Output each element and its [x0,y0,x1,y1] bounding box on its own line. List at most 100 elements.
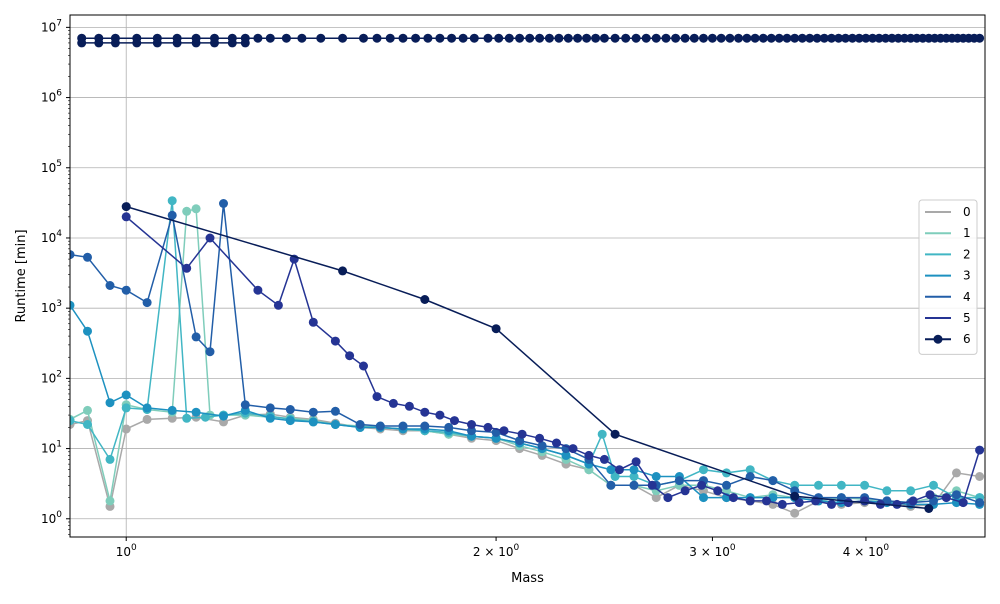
data-point [766,33,776,43]
data-point [812,33,822,43]
data-point [568,444,578,454]
data-point [742,33,752,43]
data-point [860,496,870,506]
data-point [253,285,263,295]
data-point [584,450,594,460]
y-tick-label-base: 10 [41,512,56,526]
y-tick-label: 100 [41,510,62,526]
data-point [790,491,800,501]
data-point [494,33,504,43]
data-point [191,204,201,214]
data-point [105,281,115,290]
data-point [491,324,501,334]
data-point [599,454,609,464]
series-extra-7 [77,33,985,43]
series-layer [70,33,985,518]
data-point [606,465,616,475]
data-point [450,416,459,426]
data-point [411,33,421,43]
data-point [854,33,864,43]
data-point [952,490,961,500]
data-point [621,33,631,43]
y-tick-label-base: 10 [41,20,56,34]
y-tick-label-base: 10 [41,371,56,385]
x-tick-label-exponent: 0 [514,543,520,553]
data-point [182,413,192,423]
data-point [359,361,368,371]
data-point [83,326,92,336]
y-tick-label-base: 10 [41,442,56,456]
data-point [330,420,340,429]
series-5 [121,212,985,509]
x-tick-label-base: 10 [715,545,730,559]
data-point [689,33,699,43]
data-point [707,33,717,43]
data-point [847,33,857,43]
data-point [142,403,152,413]
y-tick-label-exponent: 6 [56,89,62,99]
data-point [142,414,152,424]
data-point [191,407,201,417]
data-point [499,426,509,436]
data-point [797,33,807,43]
x-tick-label-base: 10 [116,545,131,559]
data-point [121,390,131,400]
data-point [458,33,468,43]
data-point [167,210,177,220]
data-point [435,410,445,420]
data-point [467,420,476,429]
y-tick-label-exponent: 2 [56,369,62,379]
data-point [699,465,708,475]
legend-entry: 5 [925,311,971,325]
data-point [814,480,823,490]
data-point [77,38,87,48]
x-tick-label-coefficient: 3 [689,545,697,559]
data-point [929,480,938,490]
y-tick-label: 101 [41,440,62,456]
data-point [554,33,564,43]
data-point [535,433,545,443]
data-point [834,33,844,43]
data-point [420,295,430,304]
data-point [447,33,457,43]
data-point [504,33,514,43]
legend-entry: 6 [925,332,971,346]
x-tick-label-coefficient: 4 [843,545,851,559]
data-point [794,498,804,508]
series-extra-8 [77,38,250,48]
y-tick-label-exponent: 7 [56,18,62,28]
data-point [758,33,768,43]
data-point [240,400,250,410]
data-point [745,465,755,475]
data-point [697,480,707,490]
data-point [355,420,365,429]
legend-entry: 2 [925,247,971,261]
legend-label: 6 [963,332,971,346]
data-point [975,498,985,508]
data-point [404,401,414,411]
data-point [121,212,131,222]
data-point [900,33,909,43]
data-point [191,332,201,342]
data-point [641,33,651,43]
data-point [860,480,870,490]
data-point [388,398,398,408]
y-axis-label: Runtime [min] [14,229,29,322]
x-tick-label-times: × [697,545,715,559]
data-point [908,496,918,506]
legend-entry: 0 [925,205,971,219]
data-point [762,496,771,506]
data-point [631,33,641,43]
data-point [631,457,641,467]
data-point [745,496,755,506]
data-point [83,405,92,415]
data-point [265,413,275,423]
legend-label: 2 [963,247,971,261]
data-point [423,33,433,43]
legend-marker [933,334,943,344]
data-point [121,285,131,295]
data-point [573,33,583,43]
data-point [805,33,815,43]
data-point [285,416,295,426]
